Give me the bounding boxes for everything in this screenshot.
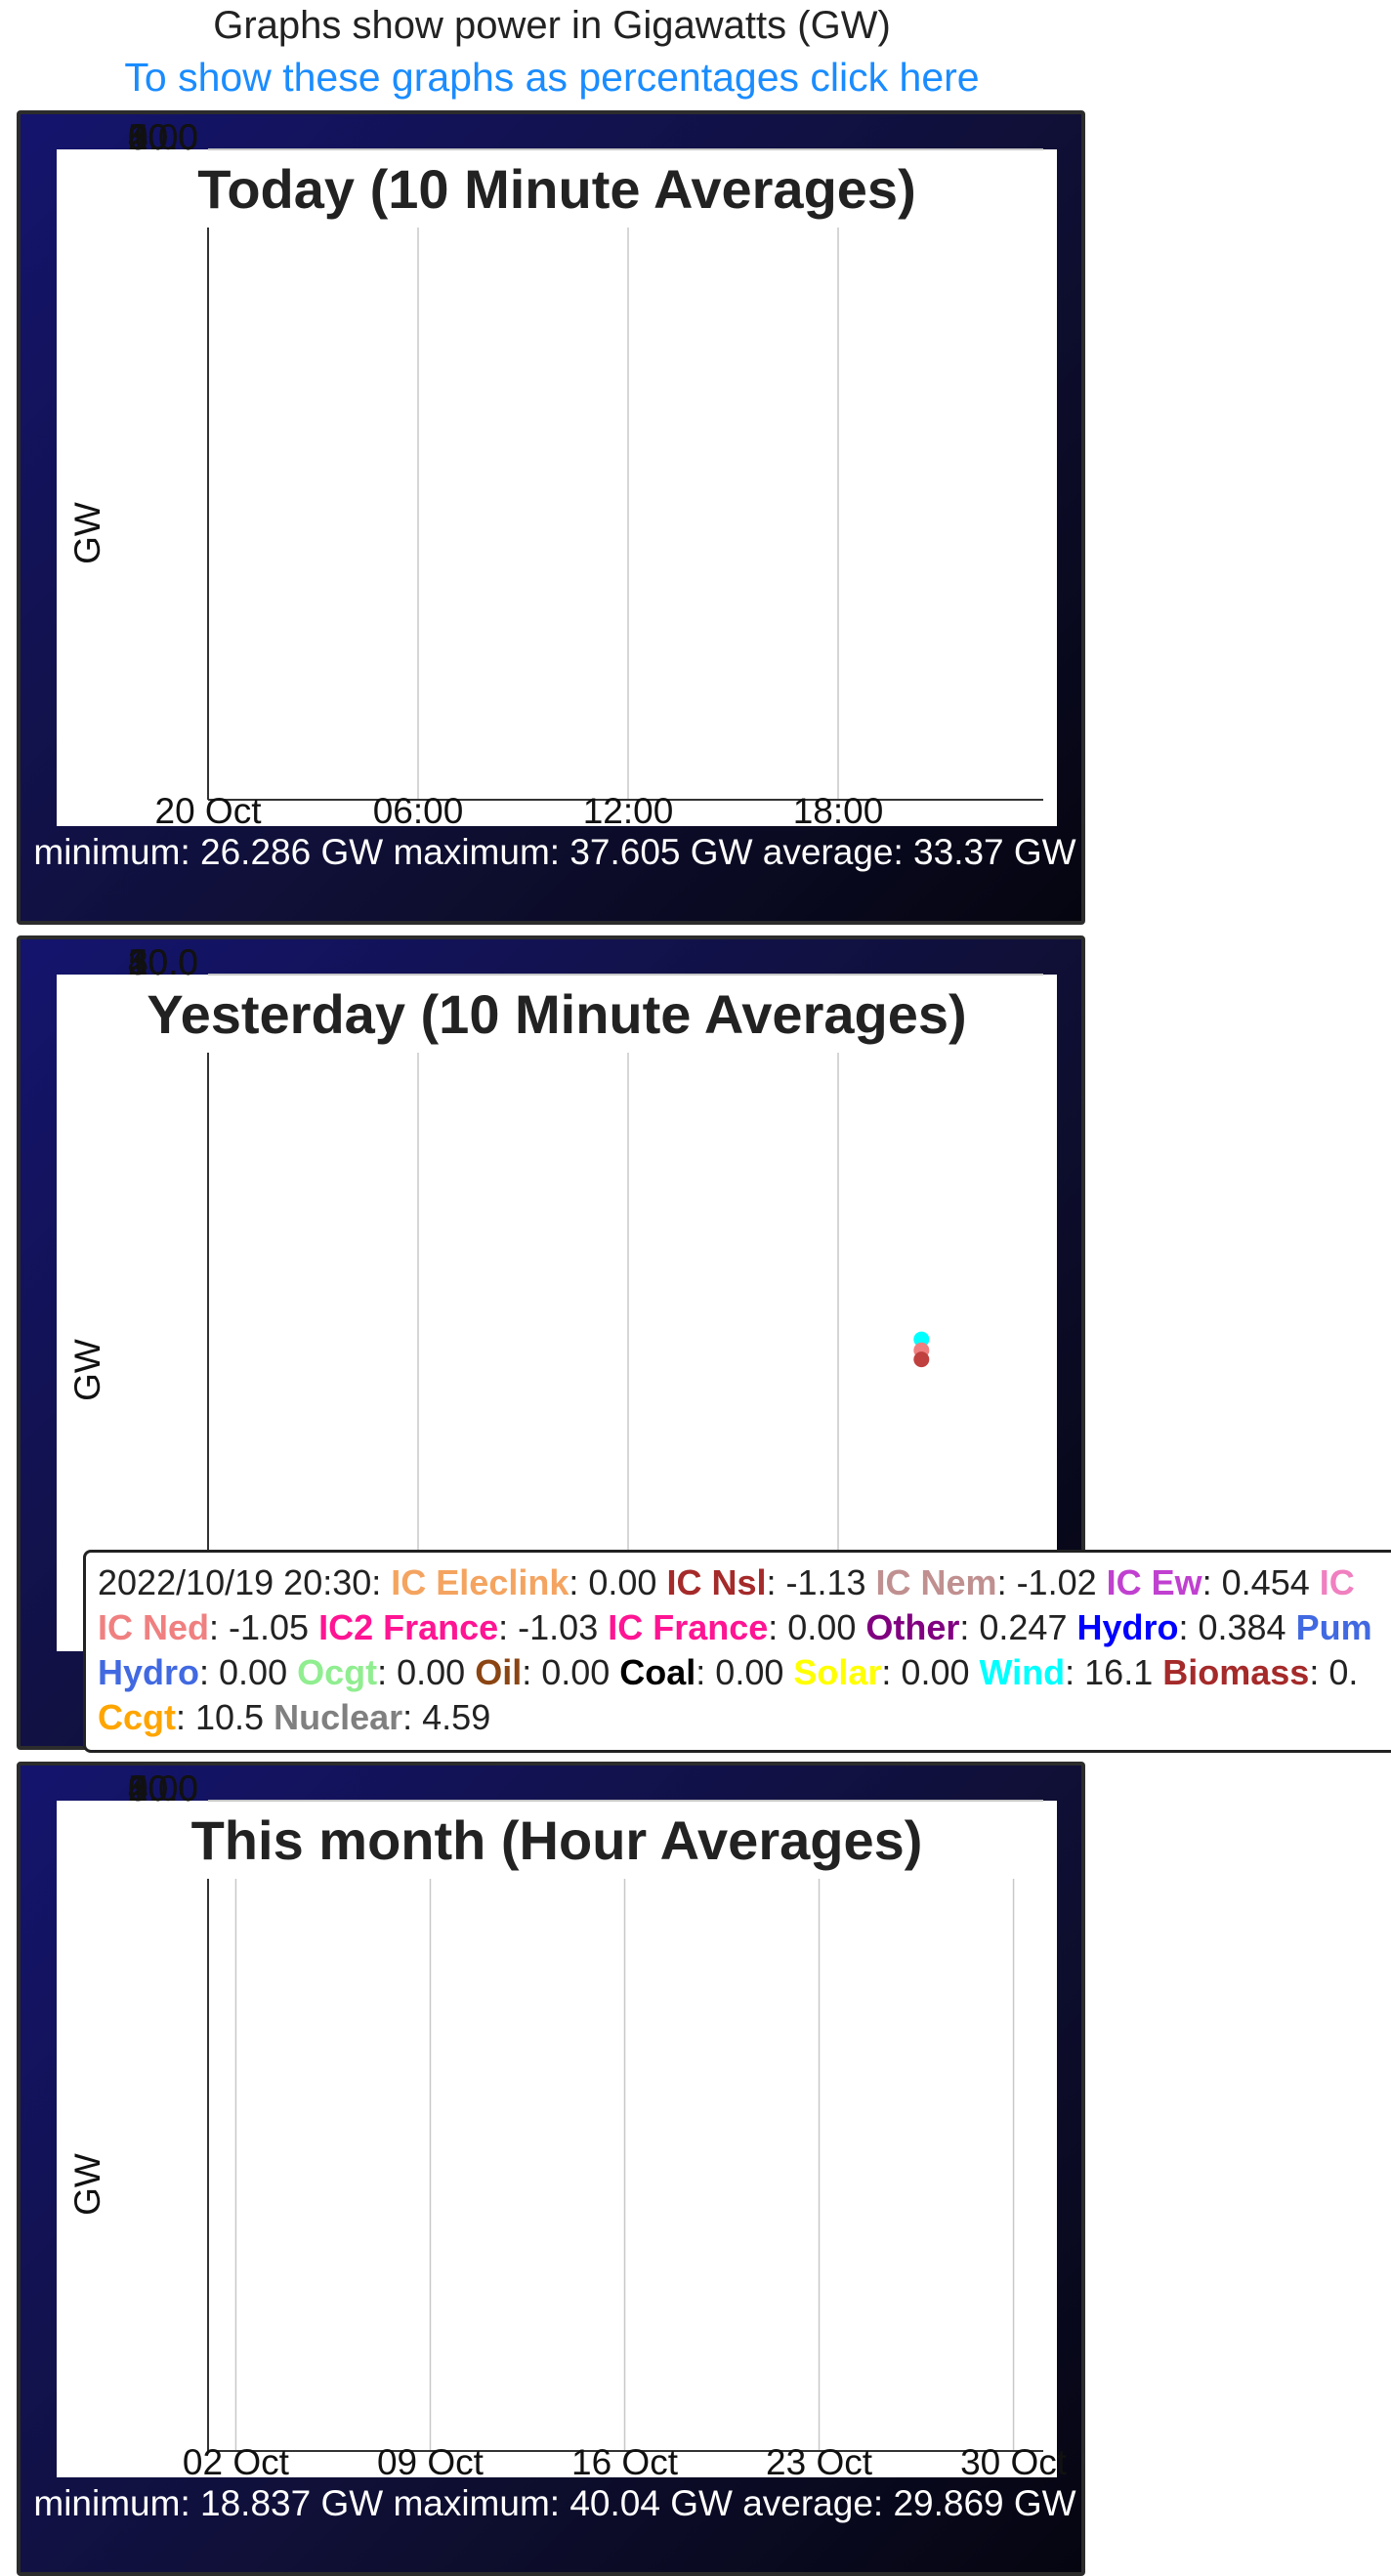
tooltip-series-value: : 0.454: [1201, 1562, 1320, 1602]
y-tick-label: 10.0: [128, 1768, 198, 1808]
yesterday-chart: Yesterday (10 Minute Averages) GW 50.0 40.0…: [57, 942, 1057, 1651]
y-tick-label: 40.0: [128, 1768, 198, 1808]
tooltip-series-value: : 0.00: [569, 1562, 667, 1602]
chart-title: Yesterday (10 Minute Averages): [147, 983, 966, 1045]
y-axis-label: GW: [67, 1339, 107, 1401]
month-panel: This month (Hour Averages) GW 50.0 40.0 30.0…: [17, 1762, 1085, 2576]
y-tick-label: 30.0: [128, 1768, 198, 1808]
y-tick-label: 10.0: [128, 117, 198, 157]
y-tick-label: 40.0: [128, 117, 198, 157]
tooltip-series-name: IC Nem: [875, 1562, 997, 1602]
chart-title: Today (10 Minute Averages): [197, 158, 915, 220]
x-tick-label: 30 Oct: [960, 2442, 1068, 2482]
tooltip-series-name: IC France: [608, 1607, 769, 1647]
y-tick-label: 30.0: [128, 942, 198, 982]
x-tick-label: 20 Oct: [155, 791, 263, 831]
tooltip-series-name: IC Nsl: [666, 1562, 767, 1602]
y-tick-label: 30.0: [128, 117, 198, 157]
today-chart-svg: Today (10 Minute Averages) GW 50.040.030.0…: [57, 117, 1043, 831]
today-chart: Today (10 Minute Averages) GW 50.0 40.0 30.0…: [57, 117, 1057, 831]
tooltip-series-name: IC Eleclink: [391, 1562, 569, 1602]
y-tick-label: 20.0: [128, 942, 198, 982]
tooltip-series-value: : 0.00: [199, 1652, 298, 1692]
tooltip-series-value: : -1.13: [766, 1562, 876, 1602]
x-tick-label: 06:00: [373, 791, 464, 831]
y-tick-label: 10.0: [128, 942, 198, 982]
tooltip-series-value: : 0.00: [768, 1607, 866, 1647]
tooltip-series-value: : -1.05: [209, 1607, 319, 1647]
tooltip-line: 2022/10/19 20:30: IC Eleclink: 0.00 IC N…: [98, 1560, 1391, 1605]
tooltip-series-name: IC2 France: [318, 1607, 499, 1647]
tooltip-line: IC Ned: -1.05 IC2 France: -1.03 IC Franc…: [98, 1605, 1391, 1650]
hover-tooltip: 2022/10/19 20:30: IC Eleclink: 0.00 IC N…: [83, 1550, 1391, 1753]
tooltip-series-name: Hydro: [98, 1652, 200, 1692]
x-tick-label: 02 Oct: [183, 2442, 290, 2482]
tooltip-series-value: : 0.384: [1178, 1607, 1296, 1647]
tooltip-series-name: Nuclear: [274, 1697, 403, 1737]
tooltip-series-value: : 0.00: [696, 1652, 794, 1692]
hover-marker: [913, 1331, 930, 1348]
chart-title: This month (Hour Averages): [191, 1809, 923, 1871]
tooltip-series-name: Pum: [1295, 1607, 1372, 1647]
y-tick-label: 50.0: [128, 1768, 198, 1808]
tooltip-series-name: Wind: [979, 1652, 1066, 1692]
tooltip-series-name: IC Ned: [98, 1607, 210, 1647]
month-stats: minimum: 18.837 GW maximum: 40.04 GW ave…: [33, 2483, 1076, 2523]
tooltip-line: Hydro: 0.00 Ocgt: 0.00 Oil: 0.00 Coal: 0…: [98, 1650, 1391, 1695]
tooltip-series-value: : 0.00: [881, 1652, 980, 1692]
y-tick-label: 0.00: [128, 1768, 198, 1808]
yesterday-chart-svg: Yesterday (10 Minute Averages) GW 50.040.0…: [57, 942, 1043, 1648]
y-tick-label: 50.0: [128, 942, 198, 982]
percentages-link[interactable]: To show these graphs as percentages clic…: [124, 55, 980, 100]
tooltip-series-name: Ccgt: [98, 1697, 176, 1737]
y-tick-label: 20.0: [128, 117, 198, 157]
tooltip-series-value: : 0.00: [522, 1652, 620, 1692]
month-chart-svg: This month (Hour Averages) GW 50.040.030.0…: [57, 1768, 1068, 2482]
y-tick-label: 20.0: [128, 1768, 198, 1808]
tooltip-series-name: Solar: [793, 1652, 882, 1692]
tooltip-series-name: IC Ew: [1106, 1562, 1202, 1602]
tooltip-time: 2022/10/19 20:30:: [98, 1562, 392, 1602]
tooltip-series-name: IC: [1319, 1562, 1355, 1602]
units-caption: Graphs show power in Gigawatts (GW): [213, 4, 891, 47]
y-tick-label: 50.0: [128, 117, 198, 157]
tooltip-line: Ccgt: 10.5 Nuclear: 4.59: [98, 1695, 1391, 1740]
month-chart: This month (Hour Averages) GW 50.0 40.0 30.0…: [57, 1768, 1068, 2482]
hover-marker: [913, 1351, 930, 1368]
tooltip-series-value: : 16.1: [1065, 1652, 1163, 1692]
x-tick-label: 12:00: [583, 791, 674, 831]
tooltip-series-value: : -1.02: [996, 1562, 1107, 1602]
tooltip-series-value: : 0.00: [377, 1652, 476, 1692]
tooltip-series-value: : -1.03: [498, 1607, 609, 1647]
x-tick-label: 16 Oct: [571, 2442, 679, 2482]
tooltip-series-name: Ocgt: [297, 1652, 378, 1692]
tooltip-series-name: Coal: [619, 1652, 696, 1692]
y-tick-label: 0.00: [128, 117, 198, 157]
tooltip-series-name: Oil: [475, 1652, 523, 1692]
y-axis-label: GW: [67, 2153, 107, 2216]
tooltip-series-name: Other: [865, 1607, 960, 1647]
tooltip-series-value: : 0.: [1309, 1652, 1359, 1692]
tooltip-series-value: : 4.59: [402, 1697, 491, 1737]
tooltip-series-value: : 0.247: [959, 1607, 1077, 1647]
y-axis-label: GW: [67, 502, 107, 564]
today-stats: minimum: 26.286 GW maximum: 37.605 GW av…: [33, 832, 1076, 872]
today-panel: Today (10 Minute Averages) GW 50.0 40.0 30.0…: [17, 110, 1085, 925]
tooltip-series-value: : 10.5: [176, 1697, 274, 1737]
y-tick-label: 40.0: [128, 942, 198, 982]
x-tick-label: 18:00: [793, 791, 884, 831]
x-tick-label: 09 Oct: [377, 2442, 485, 2482]
tooltip-series-name: Biomass: [1162, 1652, 1310, 1692]
tooltip-series-name: Hydro: [1076, 1607, 1179, 1647]
x-tick-label: 23 Oct: [766, 2442, 873, 2482]
